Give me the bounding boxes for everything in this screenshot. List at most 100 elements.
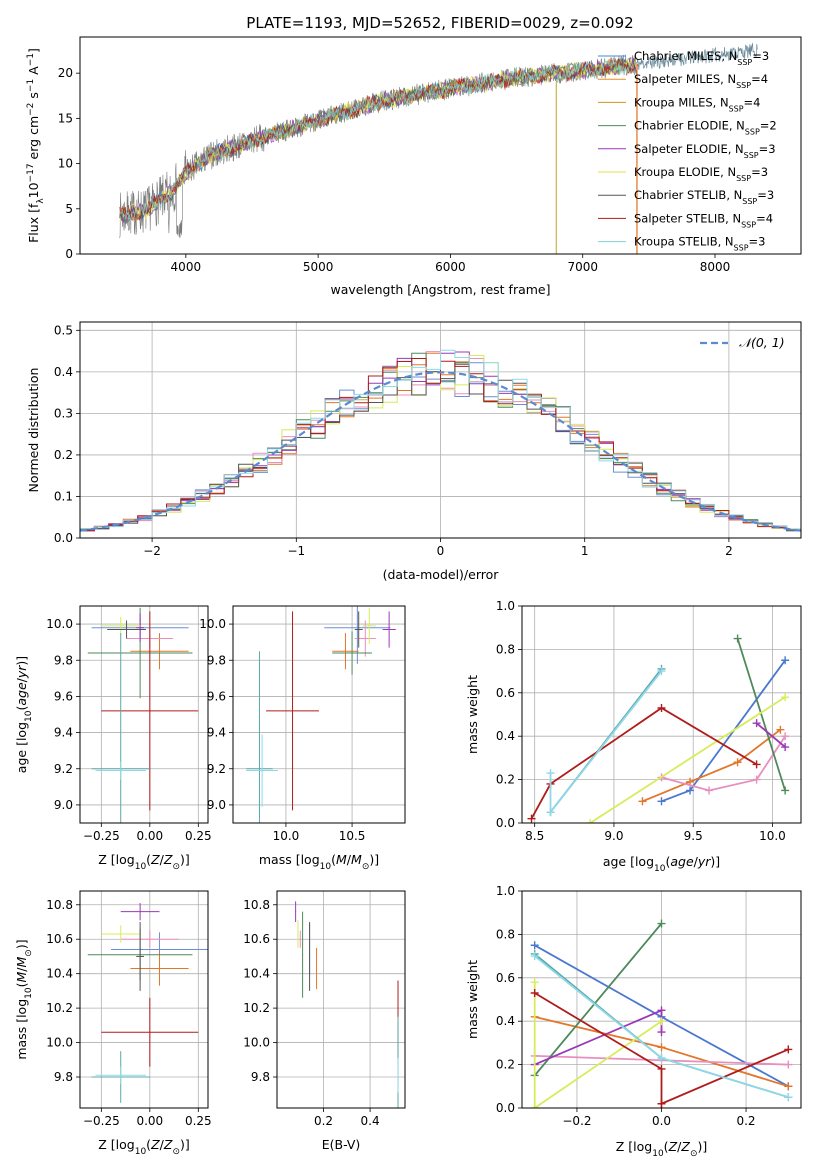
- data-point: [733, 634, 742, 643]
- y-axis-label: mass [log10(M/M⊙)]: [14, 939, 34, 1059]
- y-tick-label: 0.2: [496, 1058, 515, 1072]
- y-tick-label: 5: [65, 202, 73, 216]
- data-point: [752, 719, 761, 728]
- chart-residuals: −2 −1 0 1 2 0.0 0.1 0.2 0.3 0.4 0.5 (data-model)/er…: [26, 321, 802, 582]
- data-point: [546, 769, 555, 778]
- age_vs_mass-plot-area: [246, 606, 396, 823]
- series-line: [756, 722, 786, 748]
- observed-spectrum-line: [119, 54, 639, 239]
- x-tick-label: 0.25: [185, 1114, 212, 1128]
- chart-age-vs-Z: −0.25 0.00 0.25 9.0 9.2 9.4 9.6 9.8 10.0 Z [log10…: [14, 605, 212, 872]
- spectrum-legend: Chabrier MILES, NSSP=3 Salpeter MILES, NS…: [598, 49, 777, 252]
- gaussian-reference-curve: [80, 371, 801, 532]
- series-line: [642, 728, 781, 803]
- model-spectrum-line: [119, 58, 636, 221]
- y-tick-label: 0.0: [496, 1101, 515, 1115]
- x-tick-label: 0.2: [736, 1114, 755, 1128]
- y-tick-label: 1.0: [496, 884, 515, 898]
- y-tick-label: 0.1: [54, 489, 73, 503]
- x-tick-label: 9.0: [604, 829, 623, 843]
- x-axis-label: (data-model)/error: [383, 567, 500, 582]
- data-point: [657, 1028, 666, 1037]
- data-point: [530, 952, 539, 961]
- y-tick-label: 9.2: [54, 762, 73, 776]
- data-point: [733, 758, 742, 767]
- series-line: [549, 670, 663, 815]
- x-tick-label: 0.2: [314, 1114, 333, 1128]
- legend-entry: Kroupa STELIB, NSSP=3: [634, 235, 765, 253]
- x-tick-label: 6000: [435, 260, 466, 274]
- y-axis-label: mass weight: [465, 960, 480, 1039]
- y-tick-label: 0.4: [54, 365, 73, 379]
- y-tick-label: 9.0: [207, 798, 226, 812]
- x-tick-label: 8000: [700, 260, 731, 274]
- series-line: [534, 992, 789, 1106]
- data-point: [530, 988, 539, 997]
- y-tick-label: 9.4: [54, 726, 73, 740]
- residual-histogram: [80, 349, 801, 530]
- y-tick-label: 0.5: [54, 323, 73, 337]
- axes-frame: [79, 36, 802, 255]
- series-line: [530, 706, 758, 820]
- y-tick-label: 10.0: [46, 617, 73, 631]
- y-tick-label: 9.6: [207, 689, 226, 703]
- series-line: [533, 982, 663, 1108]
- x-tick-label: 4000: [171, 260, 202, 274]
- axes-frame: [79, 605, 209, 824]
- data-point: [657, 797, 666, 806]
- x-tick-label: 0.4: [361, 1114, 380, 1128]
- data-point: [546, 808, 555, 817]
- y-tick-label: 9.8: [207, 653, 226, 667]
- x-tick-label: 7000: [567, 260, 598, 274]
- axes-frame: [79, 890, 209, 1109]
- model-spectrum-line: [119, 59, 636, 222]
- data-point: [657, 703, 666, 712]
- data-point: [586, 819, 595, 823]
- x-axis-label: mass [log10(M/M⊙)]: [259, 852, 379, 872]
- x-tick-label: 5000: [303, 260, 334, 274]
- x-tick-label: 0.00: [136, 829, 163, 843]
- x-tick-label: 10.0: [273, 829, 300, 843]
- data-point: [776, 725, 785, 734]
- legend-entry: Salpeter ELODIE, NSSP=3: [634, 142, 776, 160]
- axes-frame: [232, 605, 406, 824]
- series-line: [661, 735, 786, 792]
- x-tick-label: 9.5: [684, 829, 703, 843]
- legend-entry: Salpeter MILES, NSSP=4: [634, 72, 768, 90]
- legend-entry: Chabrier MILES, NSSP=3: [634, 49, 769, 67]
- y-tick-label: 9.0: [54, 798, 73, 812]
- x-tick-label: 2: [725, 544, 733, 558]
- weight_vs_age-plot-area: [527, 634, 790, 823]
- y-tick-label: 10.2: [46, 1001, 73, 1015]
- series-line: [736, 638, 786, 791]
- data-point: [705, 786, 714, 795]
- y-tick-label: 9.6: [54, 689, 73, 703]
- x-axis-label: wavelength [Angstrom, rest frame]: [330, 282, 550, 297]
- data-point: [657, 667, 666, 676]
- series-line: [534, 922, 663, 1077]
- legend-entry: 𝒩(0, 1): [739, 335, 785, 350]
- data-point: [530, 1104, 539, 1108]
- data-point: [686, 786, 695, 795]
- x-tick-label: −0.2: [562, 1114, 591, 1128]
- x-tick-label: −0.25: [83, 829, 120, 843]
- legend-entry: Kroupa MILES, NSSP=4: [634, 95, 760, 113]
- chart-spectrum: 4000 5000 6000 7000 8000 0 5 10 15 20 wavelength […: [26, 36, 802, 297]
- y-tick-label: 20: [58, 66, 73, 80]
- y-tick-label: 9.4: [207, 726, 226, 740]
- x-tick-label: −1: [287, 544, 305, 558]
- legend-entry: Salpeter STELIB, NSSP=4: [634, 211, 773, 229]
- y-tick-label: 9.8: [54, 1070, 73, 1084]
- y-tick-label: 10.0: [199, 617, 226, 631]
- x-tick-label: 10.0: [759, 829, 786, 843]
- data-point: [657, 1043, 666, 1052]
- chart-weight-vs-Z: −0.2 0.0 0.2 0.0 0.2 0.4 0.6 0.8 1.0 Z [log10(Z/Z…: [465, 884, 802, 1159]
- y-tick-label: 10.0: [243, 1036, 270, 1050]
- y-tick-label: 0.4: [496, 729, 515, 743]
- chart-mass-vs-ebv: 0.2 0.4 9.8 10.0 10.2 10.4 10.6 10.8 E(B-V): [243, 890, 406, 1152]
- data-point: [530, 941, 539, 950]
- model-spectrum-line: [119, 58, 636, 220]
- data-point: [784, 1093, 793, 1102]
- data-point: [781, 656, 790, 665]
